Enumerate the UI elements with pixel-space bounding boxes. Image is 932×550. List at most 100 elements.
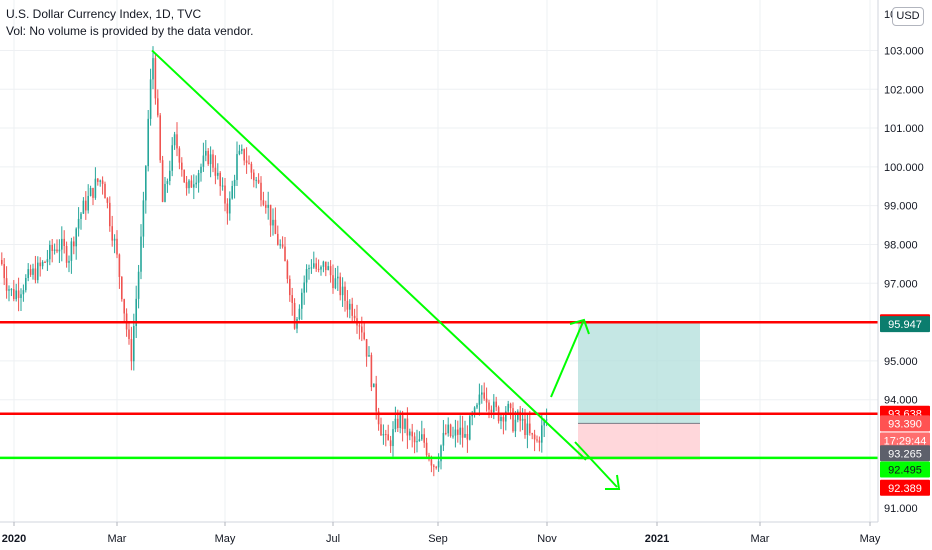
- candle-body: [485, 398, 488, 403]
- candle-body: [87, 195, 89, 211]
- currency-button[interactable]: USD: [892, 7, 924, 26]
- down-arrow-shaft[interactable]: [574, 441, 618, 488]
- loss-zone[interactable]: [578, 423, 700, 460]
- candle-body: [8, 289, 10, 291]
- candle-body: [329, 266, 332, 276]
- price-tag-label: 92.389: [888, 483, 922, 495]
- candle-body: [197, 173, 200, 183]
- symbol-title: U.S. Dollar Currency Index, 1D, TVC: [6, 7, 202, 21]
- profit-zone[interactable]: [578, 322, 700, 424]
- candle-body: [445, 432, 447, 434]
- candle-body: [327, 266, 329, 271]
- candle-body: [416, 441, 418, 443]
- price-tag-label: 17:29:44: [884, 435, 927, 447]
- candle-body: [353, 315, 356, 319]
- candle-body: [519, 411, 521, 421]
- candle-body: [449, 424, 452, 436]
- candle-body: [332, 275, 334, 289]
- y-tick-label: 99.000: [884, 201, 918, 213]
- candle-body: [135, 298, 137, 326]
- down-arrow-head[interactable]: [605, 474, 621, 490]
- candle-body: [500, 416, 502, 422]
- volume-note: Vol: No volume is provided by the data v…: [6, 24, 254, 38]
- candle-body: [531, 433, 533, 435]
- candle-body: [154, 58, 157, 99]
- up-arrow-shaft[interactable]: [550, 321, 584, 398]
- candle-body: [137, 271, 140, 299]
- candle-body: [433, 465, 435, 467]
- candle-body: [389, 440, 392, 447]
- candle-body: [495, 401, 497, 408]
- candle-body: [200, 166, 202, 174]
- candle-body: [181, 162, 183, 170]
- candle-body: [524, 418, 526, 436]
- candle-body: [509, 403, 512, 409]
- candle-body: [545, 419, 548, 421]
- candle-body: [53, 249, 56, 251]
- price-tag: [880, 432, 930, 449]
- candle-body: [169, 170, 171, 182]
- y-tick-label: 102.000: [884, 84, 924, 96]
- candle-body: [173, 134, 176, 146]
- candle-body: [466, 433, 469, 440]
- candle-body: [425, 442, 428, 456]
- candle-body: [363, 332, 365, 340]
- candle-body: [368, 355, 370, 357]
- candle-body: [430, 459, 433, 466]
- candle-body: [3, 264, 5, 279]
- candle-body: [178, 148, 181, 163]
- candle-body: [505, 411, 507, 422]
- candle-body: [140, 236, 142, 272]
- candle-body: [32, 268, 34, 275]
- candle-body: [341, 286, 344, 296]
- candle-body: [73, 241, 75, 247]
- candle-body: [310, 267, 313, 269]
- candle-body: [20, 294, 22, 299]
- candle-body: [118, 254, 121, 277]
- candle-body: [245, 160, 248, 163]
- y-tick-label: 103.000: [884, 45, 924, 57]
- y-tick-label: 94.000: [884, 395, 918, 407]
- candle-body: [401, 415, 404, 429]
- candle-body: [272, 219, 274, 226]
- candle-body: [469, 416, 471, 440]
- candle-body: [435, 466, 437, 468]
- candle-body: [279, 244, 281, 246]
- candle-body: [85, 200, 87, 211]
- candle-body: [56, 249, 58, 252]
- candle-body: [538, 440, 541, 443]
- x-tick-label: Mar: [751, 533, 770, 545]
- price-tag-label: 92.495: [888, 465, 922, 477]
- candle-body: [113, 238, 116, 241]
- candle-body: [243, 149, 245, 161]
- candle-body: [171, 145, 173, 171]
- candle-body: [301, 292, 303, 309]
- candle-body: [320, 266, 322, 270]
- up-arrow-head[interactable]: [569, 318, 590, 335]
- candle-body: [303, 282, 305, 293]
- candle-body: [380, 424, 382, 436]
- trendline[interactable]: [151, 49, 587, 461]
- candle-body: [529, 423, 531, 434]
- candle-body: [104, 183, 106, 199]
- candle-body: [128, 329, 130, 340]
- candle-body: [97, 178, 99, 182]
- candle-body: [152, 58, 154, 80]
- candle-body: [147, 118, 149, 167]
- candle-body: [502, 416, 505, 422]
- x-tick-label: Nov: [537, 533, 557, 545]
- candle-body: [440, 445, 442, 462]
- candle-body: [296, 319, 298, 329]
- x-tick-label: 2020: [2, 533, 26, 545]
- candle-body: [5, 278, 8, 291]
- candle-body: [65, 245, 68, 263]
- y-tick-label: 98.000: [884, 239, 918, 251]
- candle-body: [411, 431, 413, 437]
- candle-body: [308, 268, 310, 270]
- candle-body: [375, 383, 377, 412]
- candle-body: [63, 238, 65, 246]
- candle-body: [92, 188, 94, 198]
- candle-body: [149, 79, 152, 119]
- candle-body: [82, 200, 85, 214]
